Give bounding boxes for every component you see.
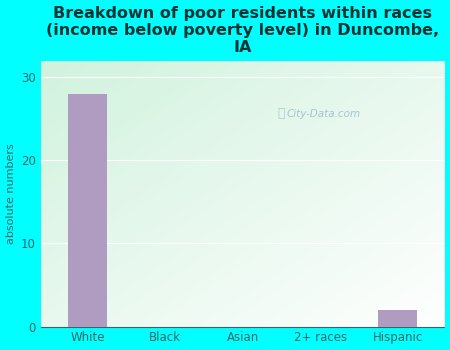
Text: ⦿: ⦿ [277, 107, 285, 120]
Y-axis label: absolute numbers: absolute numbers [5, 143, 16, 244]
Title: Breakdown of poor residents within races
(income below poverty level) in Duncomb: Breakdown of poor residents within races… [46, 6, 439, 55]
Bar [378, 310, 417, 327]
Bar [68, 94, 107, 327]
Text: City-Data.com: City-Data.com [286, 109, 360, 119]
